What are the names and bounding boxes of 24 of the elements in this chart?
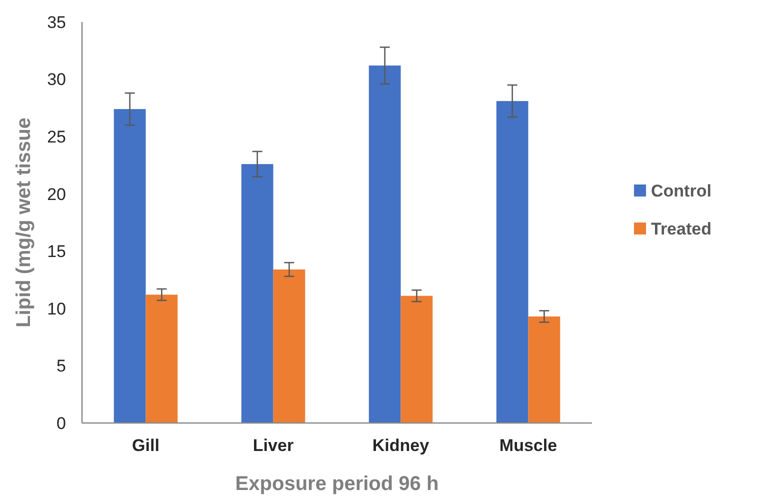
legend-label: Control: [651, 181, 712, 200]
y-tick-label: 35: [47, 12, 66, 32]
y-tick-label: 15: [47, 242, 66, 262]
y-tick-label: 25: [47, 128, 66, 147]
bar: [496, 101, 528, 423]
bar: [528, 316, 560, 423]
y-axis-title: Lipid (mg/g wet tissue: [13, 117, 35, 328]
bar: [146, 294, 178, 423]
x-tick-label: Liver: [252, 436, 294, 455]
bar: [114, 109, 146, 423]
legend-label: Treated: [651, 219, 712, 238]
y-tick-label: 0: [56, 414, 66, 433]
y-tick-label: 10: [47, 299, 66, 318]
bar: [368, 66, 401, 423]
bar: [400, 296, 433, 423]
y-tick-label: 5: [56, 356, 66, 376]
x-tick-label: Muscle: [499, 436, 558, 455]
x-tick-label: Gill: [132, 436, 160, 455]
x-axis-title: Exposure period 96 h: [235, 473, 439, 495]
y-tick-label: 30: [47, 70, 66, 90]
bar: [273, 269, 306, 423]
y-tick-label: 20: [47, 184, 66, 204]
bar: [241, 164, 274, 423]
x-tick-label: Kidney: [372, 436, 430, 455]
